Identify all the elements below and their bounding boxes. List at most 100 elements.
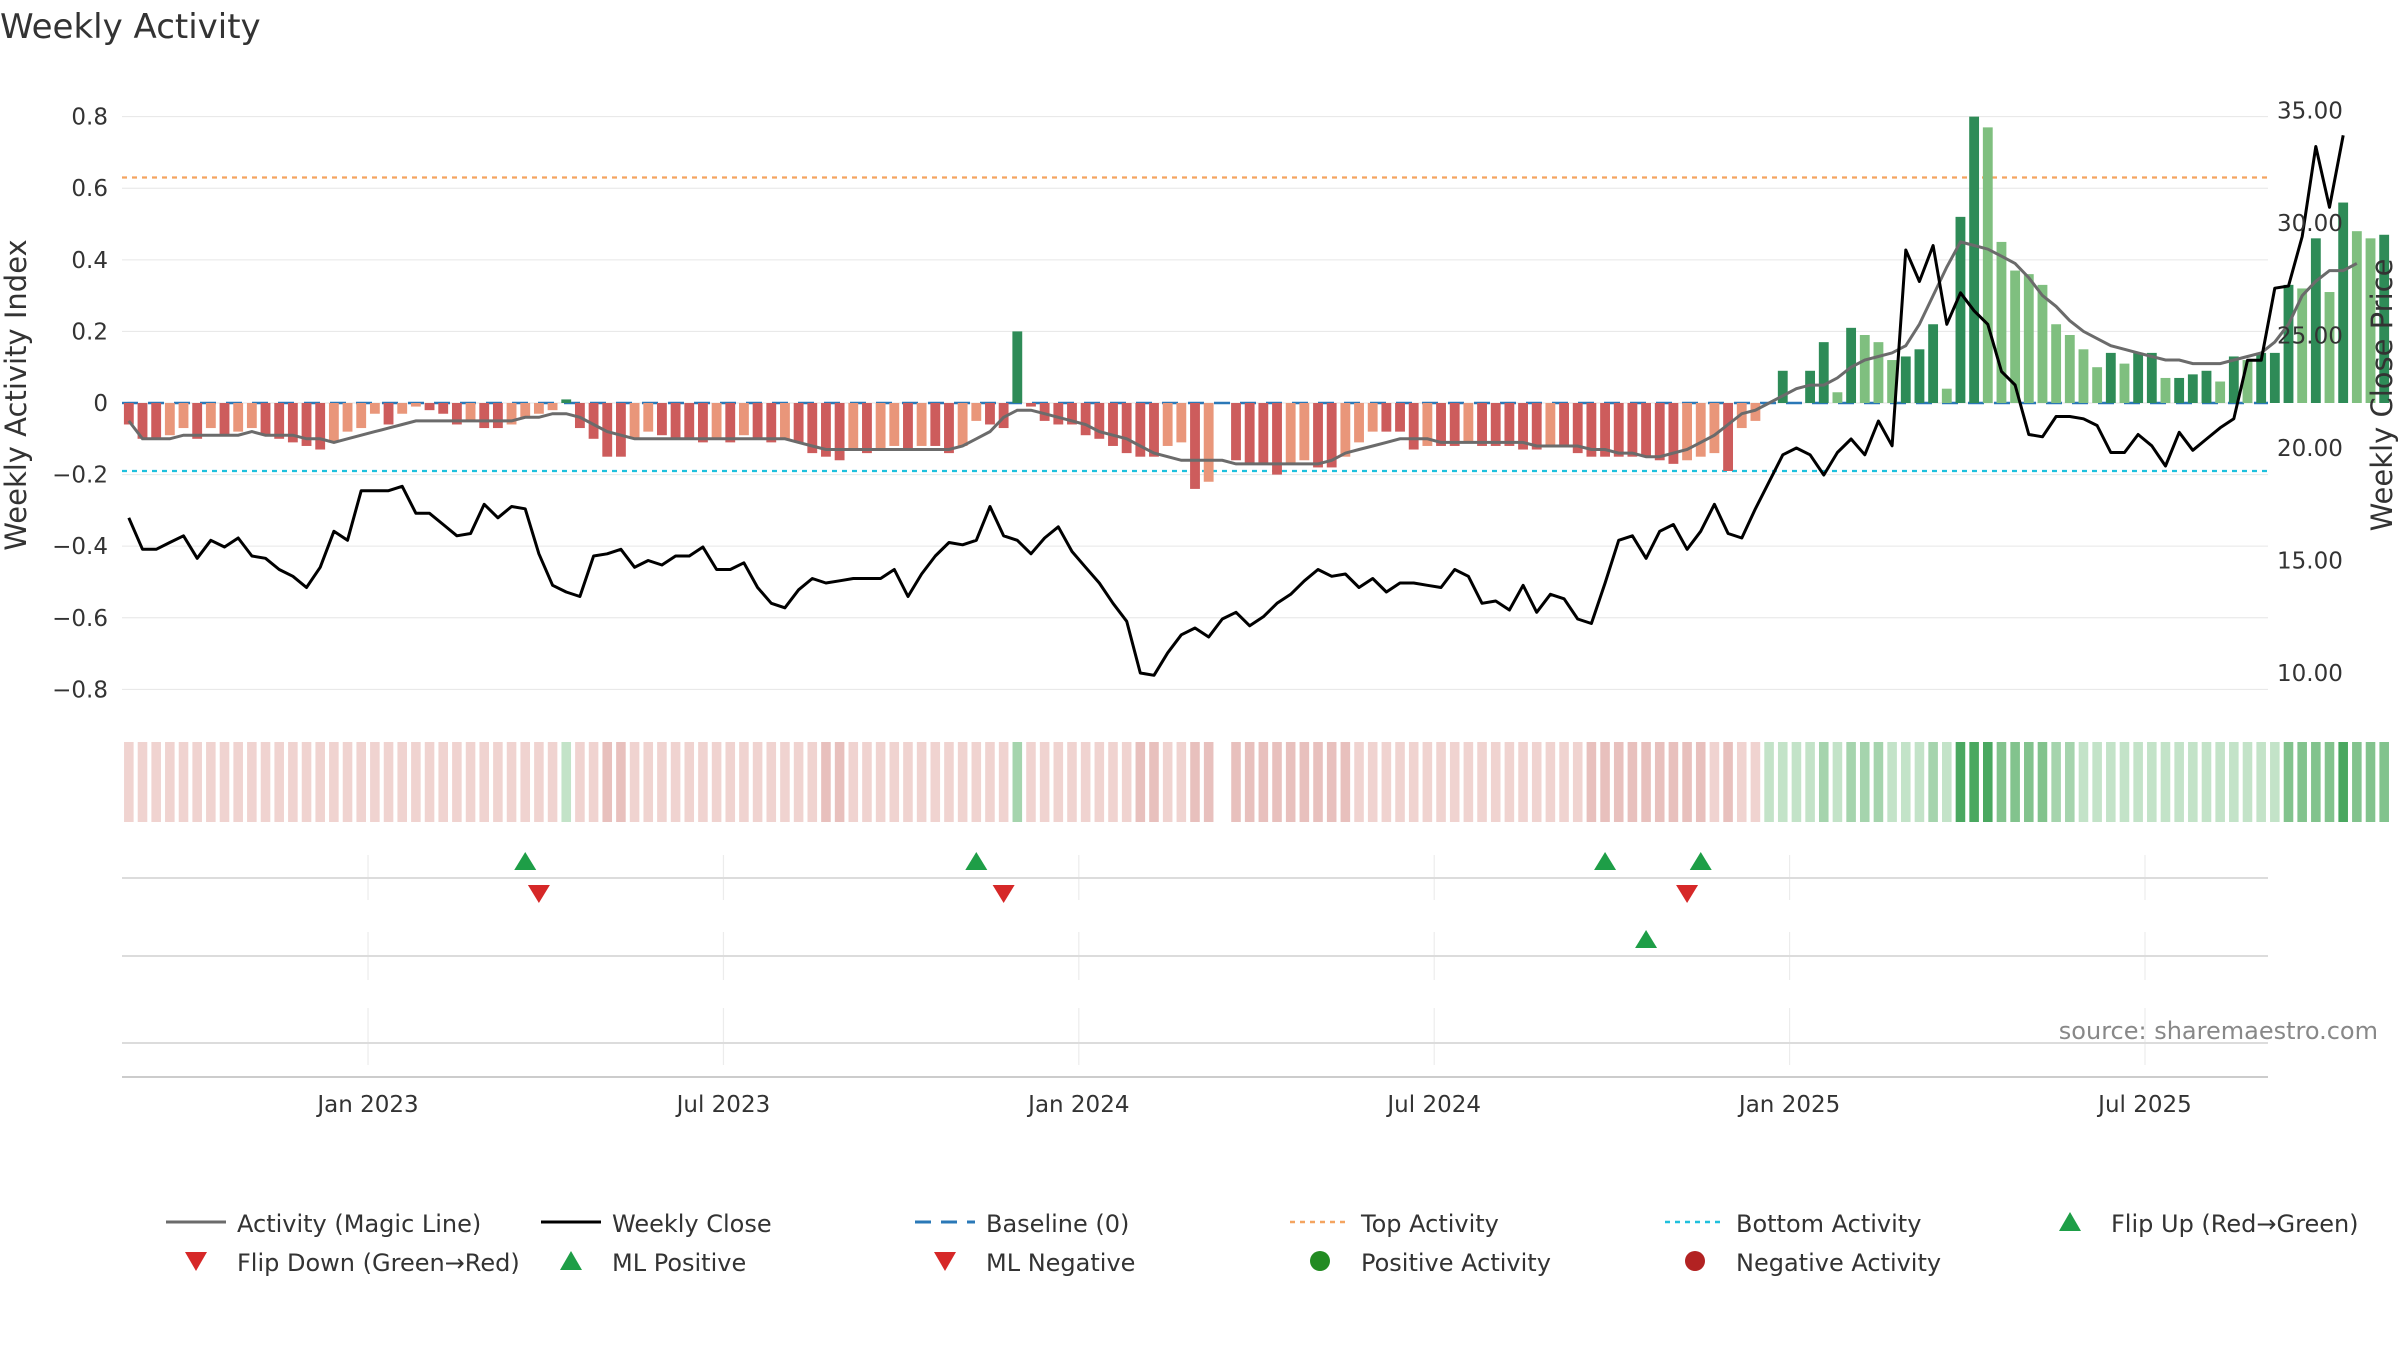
activity-bar bbox=[397, 403, 408, 414]
activity-bar bbox=[451, 403, 462, 425]
activity-bar bbox=[533, 403, 544, 414]
activity-bar bbox=[1531, 403, 1542, 450]
activity-bar bbox=[2365, 238, 2376, 403]
strip-cell bbox=[411, 742, 421, 822]
activity-bar bbox=[1873, 342, 1884, 403]
activity-bar bbox=[1859, 334, 1870, 403]
x-tick-label: Jan 2024 bbox=[1026, 1092, 1129, 1118]
strip-cell bbox=[848, 742, 859, 822]
strip-cell bbox=[493, 742, 503, 822]
activity-bar bbox=[2297, 288, 2308, 403]
strip-cell bbox=[1518, 742, 1528, 822]
strip-cell bbox=[766, 742, 777, 822]
activity-bar bbox=[1162, 403, 1173, 446]
activity-bar bbox=[821, 403, 831, 457]
strip-cell bbox=[971, 742, 982, 822]
strip-cell bbox=[2037, 742, 2048, 822]
strip-cell bbox=[944, 742, 954, 822]
activity-bar bbox=[1709, 403, 1720, 454]
strip-cell bbox=[684, 742, 695, 822]
strip-cell bbox=[438, 742, 449, 822]
strip-cell bbox=[588, 742, 599, 822]
strip-cell bbox=[780, 742, 790, 822]
left-tick-label: −0.2 bbox=[52, 463, 108, 489]
strip-cell bbox=[1026, 742, 1036, 822]
activity-bar bbox=[1900, 356, 1911, 403]
strip-cell bbox=[2147, 742, 2157, 822]
activity-bar bbox=[260, 403, 271, 436]
strip-cell bbox=[1900, 742, 1911, 822]
activity-bar bbox=[1258, 403, 1269, 464]
activity-bars bbox=[123, 116, 2390, 489]
magic-line bbox=[127, 240, 2358, 466]
strip-cell bbox=[506, 742, 517, 822]
chart-title: Weekly Activity bbox=[0, 7, 261, 47]
activity-bar bbox=[615, 403, 626, 457]
flip-up-marker bbox=[1689, 852, 1712, 870]
activity-bar bbox=[1272, 403, 1282, 475]
right-tick-label: 30.00 bbox=[2277, 211, 2343, 237]
legend: Activity (Magic Line) Weekly Close Baselin… bbox=[166, 1210, 2359, 1277]
strip-cell bbox=[1586, 742, 1597, 822]
activity-bar bbox=[944, 403, 954, 454]
strip-cell bbox=[2297, 742, 2307, 822]
legend-label: ML Positive bbox=[612, 1249, 746, 1277]
activity-bar bbox=[287, 403, 298, 443]
series-lines bbox=[127, 135, 2358, 677]
strip-cell bbox=[1559, 742, 1569, 822]
strip-cell bbox=[889, 742, 900, 822]
activity-bar bbox=[1723, 403, 1734, 472]
strip-cell bbox=[1859, 742, 1870, 822]
activity-bar bbox=[1408, 403, 1419, 450]
strip-cell bbox=[1381, 742, 1392, 822]
activity-bar bbox=[1039, 403, 1050, 421]
strip-cell bbox=[1791, 742, 1802, 822]
activity-bar bbox=[574, 403, 585, 429]
activity-bar bbox=[1572, 403, 1583, 454]
activity-bar bbox=[1586, 403, 1597, 457]
activity-bar bbox=[547, 403, 558, 411]
legend-item: Baseline (0) bbox=[915, 1210, 1129, 1238]
strip-cell bbox=[1545, 742, 1556, 822]
strip-cell bbox=[1490, 742, 1501, 822]
weekly-close-line bbox=[127, 135, 2345, 677]
legend-item: ML Negative bbox=[934, 1249, 1135, 1277]
strip-cell bbox=[370, 742, 380, 822]
strip-cell bbox=[1723, 742, 1733, 822]
right-axis-title: Weekly Close Price bbox=[2365, 259, 2399, 532]
activity-bar bbox=[2092, 367, 2103, 403]
activity-bar bbox=[2078, 349, 2089, 403]
activity-bar bbox=[1190, 403, 1200, 489]
strip-cell bbox=[821, 742, 831, 822]
source-credit: source: sharemaestro.com bbox=[2059, 1017, 2378, 1045]
strip-cell bbox=[1326, 742, 1337, 822]
strip-cell bbox=[1654, 742, 1665, 822]
activity-bar bbox=[274, 403, 285, 439]
flip-up-marker bbox=[965, 852, 988, 870]
strip-cell bbox=[1354, 742, 1364, 822]
activity-bar bbox=[684, 403, 695, 439]
activity-bar bbox=[205, 403, 216, 429]
activity-bar bbox=[1504, 403, 1515, 446]
strip-cell bbox=[329, 742, 339, 822]
strip-cell bbox=[2242, 742, 2253, 822]
activity-bar bbox=[2119, 363, 2130, 403]
strip-cell bbox=[1504, 742, 1515, 822]
strip-cell bbox=[1463, 742, 1474, 822]
activity-bar bbox=[383, 403, 394, 425]
activity-bar bbox=[2146, 352, 2157, 403]
activity-bar bbox=[1955, 216, 1966, 403]
strip-cell bbox=[575, 742, 585, 822]
activity-bar bbox=[1654, 403, 1665, 461]
strip-cell bbox=[1832, 742, 1843, 822]
strip-cell bbox=[1162, 742, 1173, 822]
legend-label: Top Activity bbox=[1360, 1210, 1499, 1238]
strip-cell bbox=[1955, 742, 1966, 822]
strip-cell bbox=[178, 742, 189, 822]
activity-bar bbox=[1928, 324, 1939, 403]
strip-cell bbox=[698, 742, 708, 822]
strip-cell bbox=[424, 742, 435, 822]
activity-bar bbox=[465, 403, 476, 421]
activity-bar bbox=[670, 403, 681, 439]
activity-bar bbox=[1914, 349, 1925, 403]
